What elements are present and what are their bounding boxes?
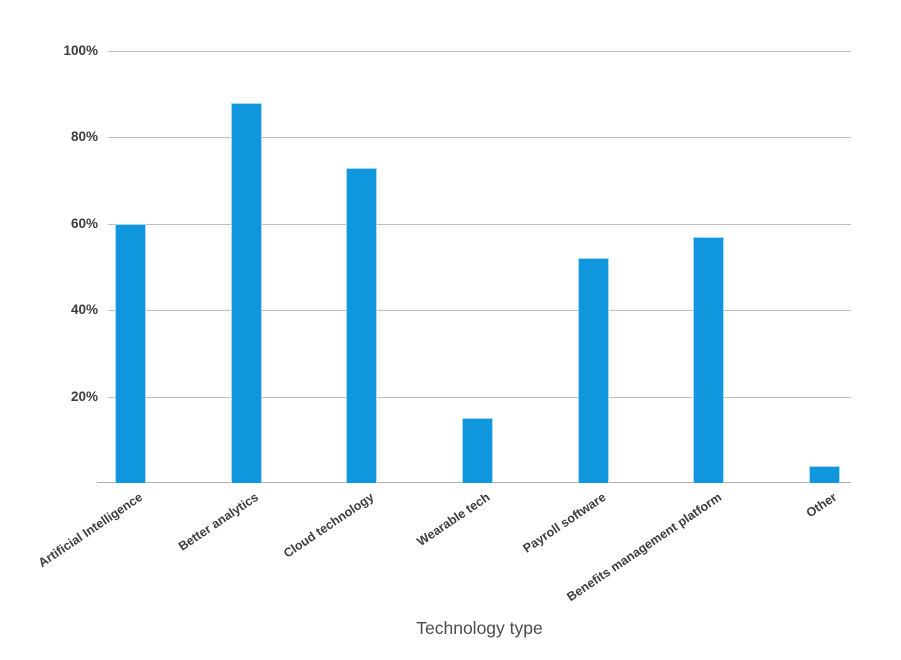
gridline-100 — [108, 51, 851, 52]
y-tick-label-80: 80% — [70, 129, 98, 145]
x-label-wearable-tech: Wearable tech — [414, 490, 493, 549]
bar-payroll-software[interactable] — [577, 258, 609, 483]
x-label-payroll-software: Payroll software — [520, 490, 609, 556]
y-tick-label-60: 60% — [70, 215, 98, 231]
x-label-better-analytics: Better analytics — [176, 490, 262, 554]
x-axis-title: Technology type — [416, 618, 543, 638]
bar-wearable-tech[interactable] — [462, 418, 493, 483]
y-tick-label-40: 40% — [70, 302, 98, 318]
gridline-60 — [108, 223, 851, 225]
y-tick-label-20: 20% — [70, 388, 98, 404]
x-label-other: Other — [803, 490, 840, 521]
y-tick-label-100: 100% — [63, 43, 98, 58]
x-label-cloud-technology: Cloud technology — [281, 490, 377, 561]
x-label-artificial-intelligence: Artificial Intelligence — [36, 490, 146, 570]
gridline-40 — [108, 310, 851, 312]
bar-artificial-intelligence[interactable] — [115, 223, 146, 483]
plot-area: Artificial Intelligence Better analytics… — [36, 51, 851, 604]
bar-other[interactable] — [809, 465, 840, 483]
bar-better-analytics[interactable] — [230, 102, 262, 483]
gridline-80 — [108, 137, 851, 139]
bar-cloud-technology[interactable] — [346, 167, 378, 483]
bar-benefits-management-platform[interactable] — [693, 236, 725, 483]
gridline-20 — [108, 396, 851, 398]
y-axis: 100% 80% 60% 40% 20% — [0, 43, 98, 483]
